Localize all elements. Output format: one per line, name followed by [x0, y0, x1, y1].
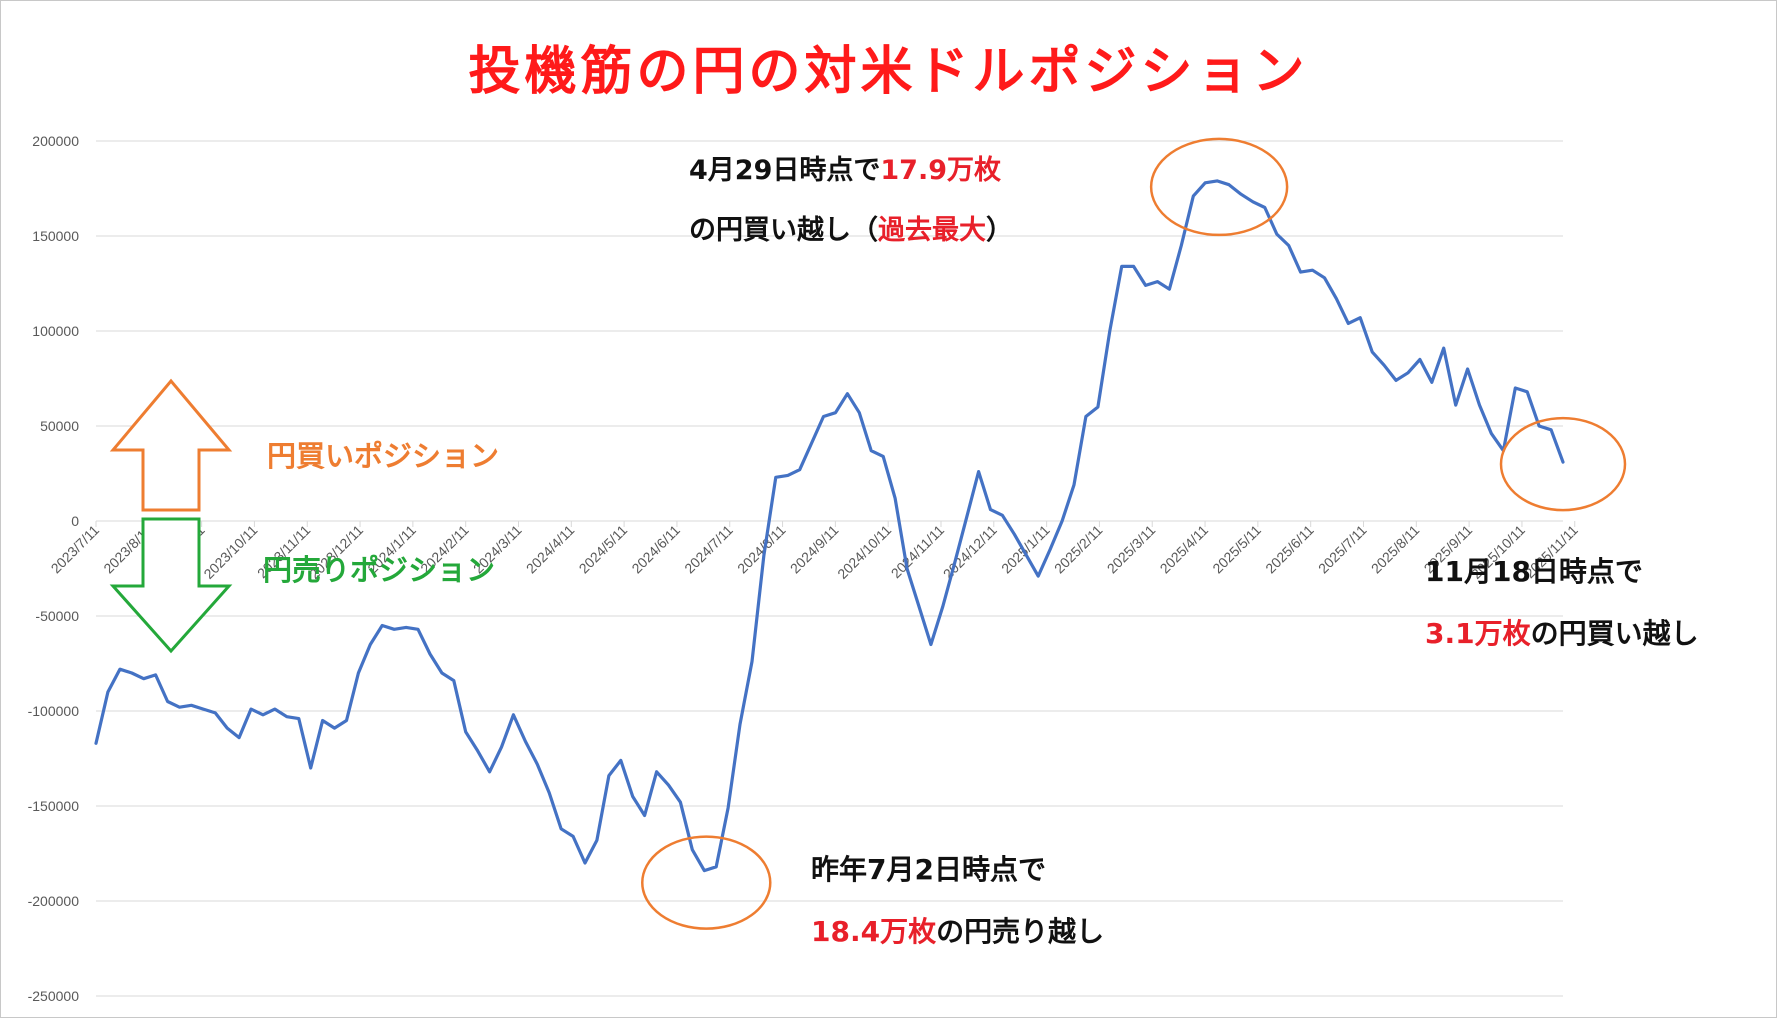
peak-annotation: 4月29日時点で17.9万枚 の円買い越し（過去最大）: [689, 141, 1013, 261]
latest-annotation: 11月18日時点で 3.1万枚の円買い越し: [1425, 541, 1699, 665]
low-annotation: 昨年7月2日時点で 18.4万枚の円売り越し: [811, 839, 1104, 963]
low-line2-b: の円売り越し: [936, 915, 1105, 948]
low-value: 18.4万枚: [811, 915, 937, 948]
latest-line1: 11月18日時点で: [1425, 555, 1643, 588]
x-tick-label: 2025/5/11: [1209, 522, 1264, 577]
y-tick-label: 200000: [32, 133, 79, 149]
x-tick-label: 2024/6/11: [628, 522, 683, 577]
x-tick-label: 2025/7/11: [1315, 522, 1370, 577]
y-tick-label: 50000: [40, 418, 79, 434]
x-tick-label: 2023/7/11: [47, 522, 102, 577]
peak-highlight-circle: [1149, 137, 1289, 237]
chart-title: 投機筋の円の対米ドルポジション: [468, 42, 1309, 102]
buy-position-label: 円買いポジション: [267, 439, 500, 473]
peak-line2-a: の円買い越し（: [689, 215, 878, 246]
peak-value: 17.9万枚: [880, 155, 1001, 186]
series-line: [94, 179, 1565, 873]
latest-highlight-circle: [1499, 416, 1627, 512]
low-highlight-circle: [641, 835, 772, 930]
y-tick-label: 100000: [32, 323, 79, 339]
y-tick-label: -200000: [28, 893, 80, 909]
x-tick-label: 2025/3/11: [1104, 522, 1159, 577]
x-tick-label: 2024/11/11: [888, 522, 948, 582]
y-tick-label: -150000: [28, 798, 80, 814]
peak-line1-a: 4月29日時点で: [689, 155, 881, 186]
x-tick-label: 2024/7/11: [681, 522, 736, 577]
highlight-decorations: [109, 137, 1627, 930]
y-tick-label: 0: [71, 513, 79, 529]
x-tick-label: 2024/10/11: [834, 522, 894, 582]
x-tick-label: 2024/5/11: [576, 522, 631, 577]
x-tick-label: 2025/6/11: [1262, 522, 1317, 577]
latest-line2-b: の円買い越し: [1530, 617, 1699, 650]
y-tick-label: -100000: [28, 703, 80, 719]
peak-line2-c: ）: [986, 215, 1013, 246]
x-tick-label: 2024/9/11: [787, 522, 842, 577]
x-tick-label: 2024/4/11: [523, 522, 578, 577]
gridlines: [96, 140, 1563, 997]
x-tick-label: 2025/8/11: [1368, 522, 1423, 577]
y-tick-label: -250000: [28, 988, 80, 1004]
x-tick-label: 2024/12/11: [940, 522, 1000, 582]
x-tick-label: 2023/10/11: [200, 522, 260, 582]
latest-value: 3.1万枚: [1425, 617, 1531, 650]
x-tick-label: 2025/1/11: [998, 522, 1053, 577]
sell-arrow-down-icon: [109, 517, 233, 654]
peak-record: 過去最大: [878, 215, 986, 246]
y-tick-label: -50000: [35, 608, 79, 624]
sell-position-label: 円売りポジション: [263, 553, 496, 587]
x-tick-label: 2025/4/11: [1157, 522, 1212, 577]
low-line1: 昨年7月2日時点で: [811, 853, 1046, 886]
y-axis-ticks: 200000 150000 100000 50000 0 -50000 -100000 -15…: [28, 133, 80, 1004]
buy-arrow-up-icon: [109, 378, 233, 512]
y-tick-label: 150000: [32, 228, 79, 244]
